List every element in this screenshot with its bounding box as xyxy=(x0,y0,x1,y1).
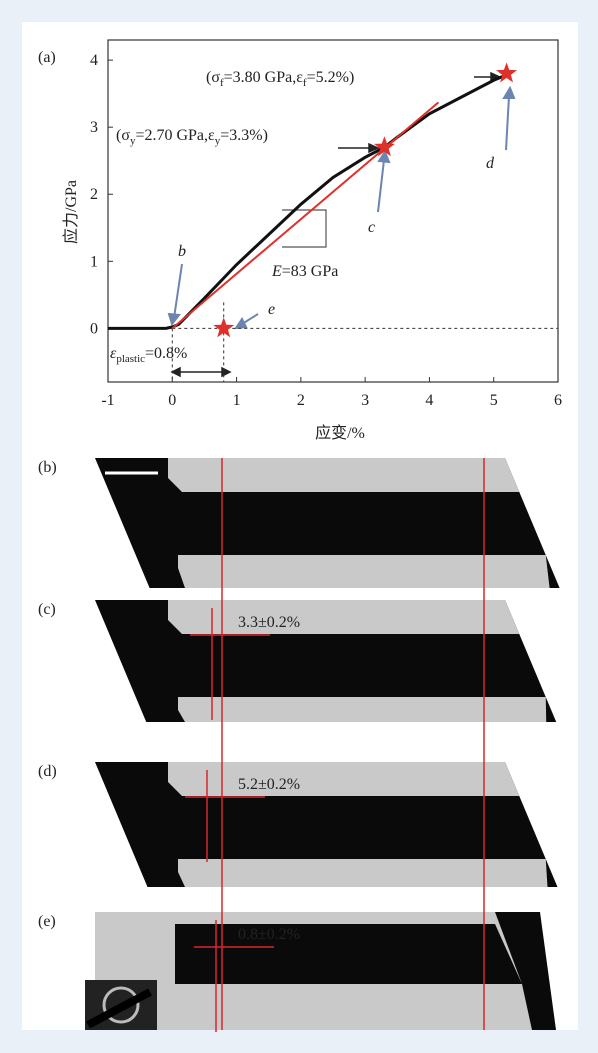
x-tick-label: 1 xyxy=(233,392,241,409)
figure: (b) (c) 3.3±0.2% (d) 5.2±0.2% (e) 0.8±0.2% (a)… xyxy=(0,0,598,1053)
grip-region xyxy=(168,762,519,796)
x-axis-label: 应变/% xyxy=(315,423,365,442)
panel-label: (b) xyxy=(38,459,57,476)
panel-label: (d) xyxy=(38,763,57,780)
panel-label: (a) xyxy=(38,49,56,66)
panel-label: (c) xyxy=(38,601,56,618)
x-tick-label: -1 xyxy=(101,392,114,409)
x-tick-label: 3 xyxy=(361,392,369,409)
grip-region xyxy=(168,458,519,492)
specimen xyxy=(175,924,522,984)
y-axis-label: 应力/GPa xyxy=(61,180,80,244)
grip-region xyxy=(178,859,548,887)
panel-label: (e) xyxy=(38,913,56,930)
y-tick-label: 2 xyxy=(90,186,98,203)
annotation: e xyxy=(268,301,275,318)
y-tick-label: 1 xyxy=(90,253,98,270)
y-tick-label: 0 xyxy=(90,320,98,337)
x-tick-label: 6 xyxy=(554,392,562,409)
measurement: 5.2±0.2% xyxy=(238,776,300,793)
grip-region xyxy=(178,697,546,722)
grip-region xyxy=(178,555,550,588)
measurement: 0.8±0.2% xyxy=(238,926,300,943)
x-tick-label: 0 xyxy=(168,392,176,409)
x-tick-label: 4 xyxy=(425,392,433,409)
measurement: 3.3±0.2% xyxy=(238,614,300,631)
x-tick-label: 2 xyxy=(297,392,305,409)
annotation: d xyxy=(486,155,495,172)
page: (b) (c) 3.3±0.2% (d) 5.2±0.2% (e) 0.8±0.2% (a)… xyxy=(0,0,598,1053)
y-tick-label: 3 xyxy=(90,119,98,136)
grip-region xyxy=(168,600,519,634)
annotation: b xyxy=(178,243,186,260)
x-tick-label: 5 xyxy=(490,392,498,409)
annotation: c xyxy=(368,219,375,236)
y-tick-label: 4 xyxy=(90,52,98,69)
annotation: E=83 GPa xyxy=(271,263,338,280)
